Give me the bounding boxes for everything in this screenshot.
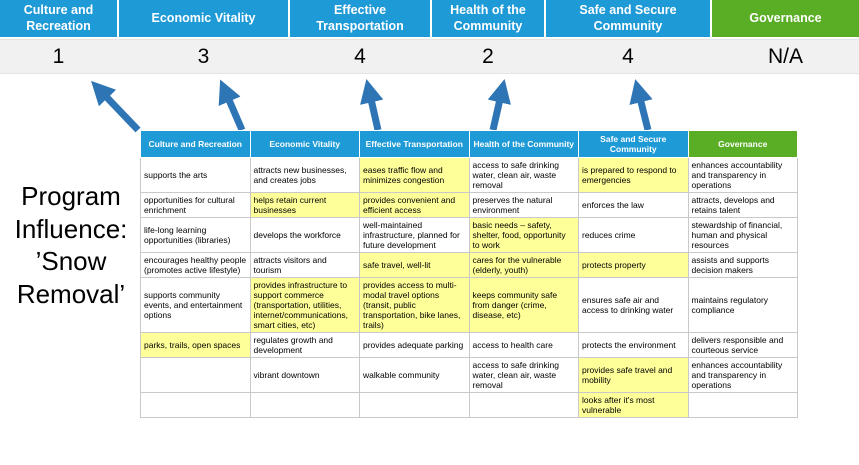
table-cell: basic needs – safety, shelter, food, opp… — [468, 217, 579, 254]
score-governance: N/A — [767, 44, 803, 68]
table-cell — [249, 392, 360, 419]
table-cell: protects the environment — [578, 332, 689, 359]
table-cell: attracts, develops and retains talent — [687, 192, 798, 219]
up-arrow-icon — [218, 79, 246, 132]
table-cell: stewardship of financial, human and phys… — [687, 217, 798, 254]
table-cell: vibrant downtown — [249, 357, 360, 394]
table-cell: provides access to multi-modal travel op… — [359, 277, 470, 334]
table-cell: keeps community safe from danger (crime,… — [468, 277, 579, 334]
matrix-body: supports the arts attracts new businesses… — [140, 157, 798, 419]
score-culture-recreation: 1 — [52, 44, 65, 68]
table-cell: access to safe drinking water, clean air… — [468, 357, 579, 394]
table-cell: parks, trails, open spaces — [140, 332, 251, 359]
table-cell: access to safe drinking water, clean air… — [468, 157, 579, 194]
table-row: supports the arts attracts new businesses… — [140, 157, 798, 194]
matrix-header-culture-recreation: Culture and Recreation — [140, 129, 251, 159]
scoreboard-header-economic-vitality: Economic Vitality — [119, 0, 288, 37]
table-row: looks after it's most vulnerable — [140, 392, 798, 419]
scoreboard-header-governance: Governance — [712, 0, 859, 37]
table-cell: encourages healthy people (promotes acti… — [140, 252, 251, 279]
table-cell: supports community events, and entertain… — [140, 277, 251, 334]
score-health-community: 2 — [482, 44, 494, 68]
table-cell: is prepared to respond to emergencies — [578, 157, 689, 194]
scoreboard-header-effective-transportation: Effective Transportation — [290, 0, 430, 37]
table-cell — [140, 357, 251, 394]
up-arrow-icon — [360, 79, 384, 131]
table-row: vibrant downtown walkable community access… — [140, 357, 798, 394]
table-row: life-long learning opportunities (librar… — [140, 217, 798, 254]
table-cell: provides convenient and efficient access — [359, 192, 470, 219]
table-cell: access to health care — [468, 332, 579, 359]
table-cell — [468, 392, 579, 419]
scoreboard-header-health-community: Health of the Community — [432, 0, 544, 37]
table-cell: attracts new businesses, and creates job… — [249, 157, 360, 194]
table-row: opportunities for cultural enrichment hel… — [140, 192, 798, 219]
arrows-layer — [91, 79, 653, 133]
table-cell: protects property — [578, 252, 689, 279]
up-arrow-icon — [487, 79, 511, 131]
table-cell: provides infrastructure to support comme… — [249, 277, 360, 334]
table-cell: helps retain current businesses — [249, 192, 360, 219]
table-cell: enforces the law — [578, 192, 689, 219]
table-row: encourages healthy people (promotes acti… — [140, 252, 798, 279]
table-cell: maintains regulatory compliance — [687, 277, 798, 334]
table-cell: cares for the vulnerable (elderly, youth… — [468, 252, 579, 279]
matrix-header-effective-transportation: Effective Transportation — [359, 129, 470, 159]
influence-matrix: Culture and Recreation Economic Vitality… — [140, 129, 798, 419]
table-cell: enhances accountability and transparency… — [687, 157, 798, 194]
table-row: parks, trails, open spaces regulates grow… — [140, 332, 798, 359]
table-cell: reduces crime — [578, 217, 689, 254]
table-cell: life-long learning opportunities (librar… — [140, 217, 251, 254]
table-cell: walkable community — [359, 357, 470, 394]
matrix-header-safe-secure: Safe and Secure Community — [578, 129, 689, 159]
table-cell: supports the arts — [140, 157, 251, 194]
table-cell: regulates growth and development — [249, 332, 360, 359]
table-cell: preserves the natural environment — [468, 192, 579, 219]
table-row: supports community events, and entertain… — [140, 277, 798, 334]
table-cell — [687, 392, 798, 419]
table-cell: safe travel, well-lit — [359, 252, 470, 279]
scoreboard-header-row: Culture and Recreation Economic Vitality… — [0, 0, 859, 37]
table-cell: enhances accountability and transparency… — [687, 357, 798, 394]
table-cell: provides adequate parking — [359, 332, 470, 359]
scoreboard-header-culture-recreation: Culture and Recreation — [0, 0, 117, 37]
score-safe-secure: 4 — [622, 44, 634, 68]
score-row: 1 3 4 2 4 N/A — [0, 39, 859, 74]
up-arrow-icon — [629, 79, 653, 131]
table-cell: opportunities for cultural enrichment — [140, 192, 251, 219]
table-cell: provides safe travel and mobility — [578, 357, 689, 394]
table-cell: delivers responsible and courteous servi… — [687, 332, 798, 359]
table-cell: assists and supports decision makers — [687, 252, 798, 279]
table-cell: ensures safe air and access to drinking … — [578, 277, 689, 334]
table-cell: looks after it's most vulnerable — [578, 392, 689, 419]
score-effective-transportation: 4 — [354, 44, 366, 68]
matrix-header-health-community: Health of the Community — [468, 129, 579, 159]
table-cell — [140, 392, 251, 419]
matrix-header-governance: Governance — [687, 129, 798, 159]
table-cell: eases traffic flow and minimizes congest… — [359, 157, 470, 194]
matrix-header-economic-vitality: Economic Vitality — [249, 129, 360, 159]
table-cell: attracts visitors and tourism — [249, 252, 360, 279]
table-cell — [359, 392, 470, 419]
scoreboard-header-safe-secure: Safe and Secure Community — [546, 0, 710, 37]
up-arrow-icon — [91, 80, 141, 133]
table-cell: develops the workforce — [249, 217, 360, 254]
matrix-header-row: Culture and Recreation Economic Vitality… — [140, 129, 798, 159]
table-cell: well-maintained infrastructure, planned … — [359, 217, 470, 254]
page-title: Program Influence: ’Snow Removal’ — [14, 181, 128, 309]
score-economic-vitality: 3 — [197, 44, 210, 68]
